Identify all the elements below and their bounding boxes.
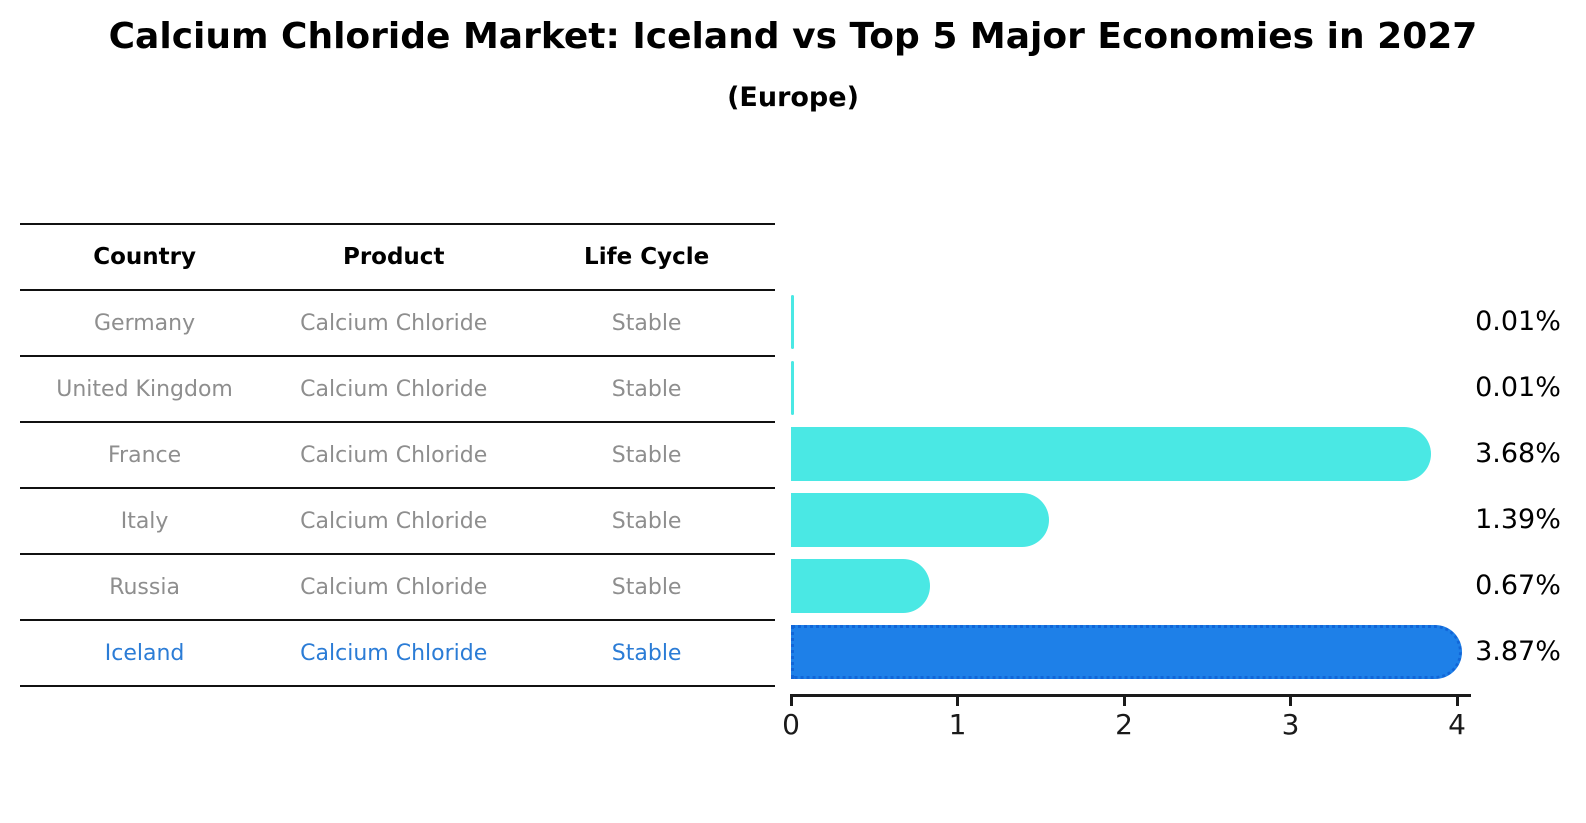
value-label: 1.39% xyxy=(1475,504,1561,535)
bar-russia xyxy=(791,559,930,613)
x-tick-mark xyxy=(789,697,793,706)
country-cell: Italy xyxy=(120,508,169,534)
value-label: 0.67% xyxy=(1475,570,1561,601)
x-tick-label: 2 xyxy=(1115,708,1133,741)
country-table: Country Product Life Cycle Germany Calciu… xyxy=(20,223,775,687)
product-cell: Calcium Chloride xyxy=(300,508,488,534)
life-cycle-cell: Stable xyxy=(611,310,682,336)
table-body: Germany Calcium Chloride Stable United King… xyxy=(20,291,775,687)
bar-france xyxy=(791,427,1431,481)
product-cell: Calcium Chloride xyxy=(300,376,488,402)
bar-germany xyxy=(791,295,794,349)
table-row: United Kingdom Calcium Chloride Stable xyxy=(20,357,775,423)
product-cell: Calcium Chloride xyxy=(300,310,488,336)
life-cycle-cell: Stable xyxy=(611,442,682,468)
value-label: 0.01% xyxy=(1475,306,1561,337)
value-label: 0.01% xyxy=(1475,372,1561,403)
country-cell: France xyxy=(107,442,182,468)
table-row: Germany Calcium Chloride Stable xyxy=(20,291,775,357)
x-tick-label: 3 xyxy=(1281,708,1300,741)
country-cell: Russia xyxy=(109,574,180,600)
value-label: 3.68% xyxy=(1475,438,1561,469)
table-row: France Calcium Chloride Stable xyxy=(20,423,775,489)
x-tick-mark xyxy=(1455,697,1459,706)
x-tick-label: 0 xyxy=(782,708,800,741)
life-cycle-cell: Stable xyxy=(611,640,682,666)
country-cell: Iceland xyxy=(104,640,185,666)
country-cell: United Kingdom xyxy=(56,376,233,402)
bar-united-kingdom xyxy=(791,361,794,415)
life-cycle-cell: Stable xyxy=(611,574,682,600)
product-cell: Calcium Chloride xyxy=(300,640,488,666)
x-tick-label: 4 xyxy=(1448,708,1466,741)
x-tick-label: 1 xyxy=(948,708,967,741)
product-cell: Calcium Chloride xyxy=(300,442,488,468)
life-cycle-cell: Stable xyxy=(611,508,682,534)
bar-italy xyxy=(791,493,1050,547)
table-header-row: Country Product Life Cycle xyxy=(20,225,775,291)
x-tick-mark xyxy=(956,697,959,706)
bar-iceland xyxy=(791,625,1463,679)
country-cell: Germany xyxy=(94,310,196,336)
x-tick-mark xyxy=(1122,697,1126,706)
column-header-product: Product xyxy=(342,244,445,270)
column-header-country: Country xyxy=(93,244,196,270)
product-cell: Calcium Chloride xyxy=(300,574,488,600)
table-row: Iceland Calcium Chloride Stable xyxy=(20,621,775,687)
table-row: Russia Calcium Chloride Stable xyxy=(20,555,775,621)
x-axis-line xyxy=(790,694,1471,697)
column-header-life-cycle: Life Cycle xyxy=(584,244,710,270)
life-cycle-cell: Stable xyxy=(611,376,682,402)
chart-title: Calcium Chloride Market: Iceland vs Top … xyxy=(108,16,1478,57)
table-row: Italy Calcium Chloride Stable xyxy=(20,489,775,555)
value-label: 3.87% xyxy=(1475,636,1561,667)
chart-subtitle: (Europe) xyxy=(727,82,859,113)
x-tick-mark xyxy=(1289,697,1292,706)
